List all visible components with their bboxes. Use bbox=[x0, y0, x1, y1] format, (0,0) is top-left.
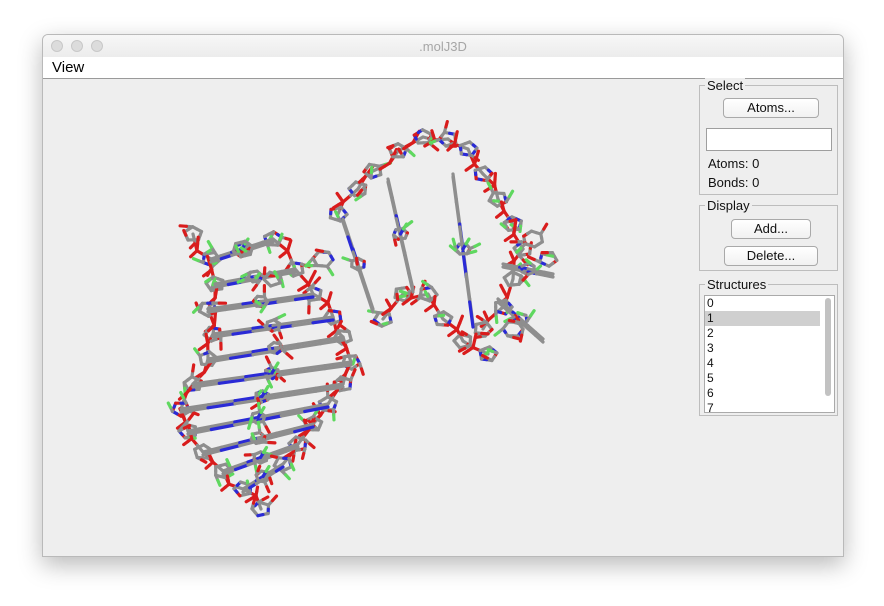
structures-list[interactable]: 0 1 2 3 4 5 6 7 bbox=[704, 295, 835, 413]
close-window-icon[interactable] bbox=[51, 40, 63, 52]
structure-item[interactable]: 6 bbox=[707, 386, 714, 400]
zoom-window-icon[interactable] bbox=[91, 40, 103, 52]
structures-scrollbar[interactable] bbox=[825, 298, 831, 396]
atoms-button[interactable]: Atoms... bbox=[723, 98, 819, 118]
atoms-count-row: Atoms: 0 bbox=[708, 156, 759, 171]
structure-item[interactable]: 0 bbox=[707, 296, 714, 310]
add-button[interactable]: Add... bbox=[731, 219, 811, 239]
bonds-count-row: Bonds: 0 bbox=[708, 175, 759, 190]
atoms-count-label: Atoms: bbox=[708, 156, 749, 171]
atom-selection-input[interactable] bbox=[706, 128, 832, 151]
window-title: .molJ3D bbox=[419, 39, 467, 54]
structure-item[interactable]: 5 bbox=[707, 371, 714, 385]
structure-item[interactable]: 2 bbox=[707, 326, 714, 340]
bonds-count-label: Bonds: bbox=[708, 175, 749, 190]
display-panel-title: Display bbox=[705, 198, 752, 213]
atoms-count-value: 0 bbox=[752, 156, 760, 171]
structure-item[interactable]: 3 bbox=[707, 341, 714, 355]
bonds-count-value: 0 bbox=[752, 175, 760, 190]
display-panel: Display Add... Delete... bbox=[699, 198, 838, 271]
app-window: .molJ3D View Select Atoms... Atoms: 0 Bo… bbox=[42, 34, 844, 557]
menu-bar: View bbox=[43, 57, 843, 79]
menu-view[interactable]: View bbox=[52, 59, 85, 76]
structure-item[interactable]: 4 bbox=[707, 356, 714, 370]
molecule-3d-viewport[interactable] bbox=[43, 79, 695, 556]
structures-panel-title: Structures bbox=[705, 277, 769, 292]
molecule-bonds bbox=[166, 119, 559, 518]
minimize-window-icon[interactable] bbox=[71, 40, 83, 52]
title-bar: .molJ3D bbox=[43, 35, 843, 58]
structure-item-selected[interactable]: 1 bbox=[705, 311, 820, 326]
structures-panel: Structures 0 1 2 3 4 5 6 7 bbox=[699, 277, 838, 416]
structure-item[interactable]: 7 bbox=[707, 401, 714, 413]
delete-button[interactable]: Delete... bbox=[724, 246, 818, 266]
molecule-render[interactable] bbox=[43, 79, 695, 556]
select-panel: Select Atoms... Atoms: 0 Bonds: 0 bbox=[699, 78, 838, 195]
select-panel-title: Select bbox=[705, 78, 746, 93]
